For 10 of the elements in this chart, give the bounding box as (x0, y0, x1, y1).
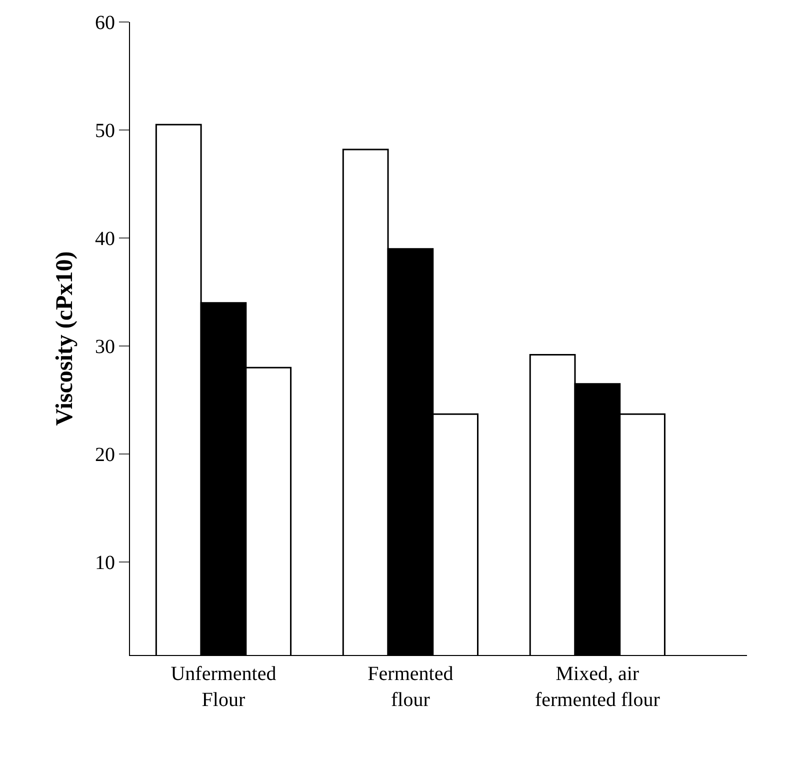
y-tick-label: 40 (95, 228, 115, 250)
x-tick-label: Mixed, air fermented flour (534, 663, 660, 711)
y-tick-label: 30 (95, 336, 115, 358)
y-axis-title: Viscosity (cPx10) (52, 251, 78, 426)
x-tick-label: Fermented flour (368, 663, 454, 711)
y-tick-label: 50 (95, 120, 115, 142)
y-tick-label: 10 (95, 552, 115, 574)
y-tick-label: 20 (95, 444, 115, 466)
x-tick-label: Unfermented Flour (170, 663, 276, 711)
y-tick-label: 60 (95, 12, 115, 34)
